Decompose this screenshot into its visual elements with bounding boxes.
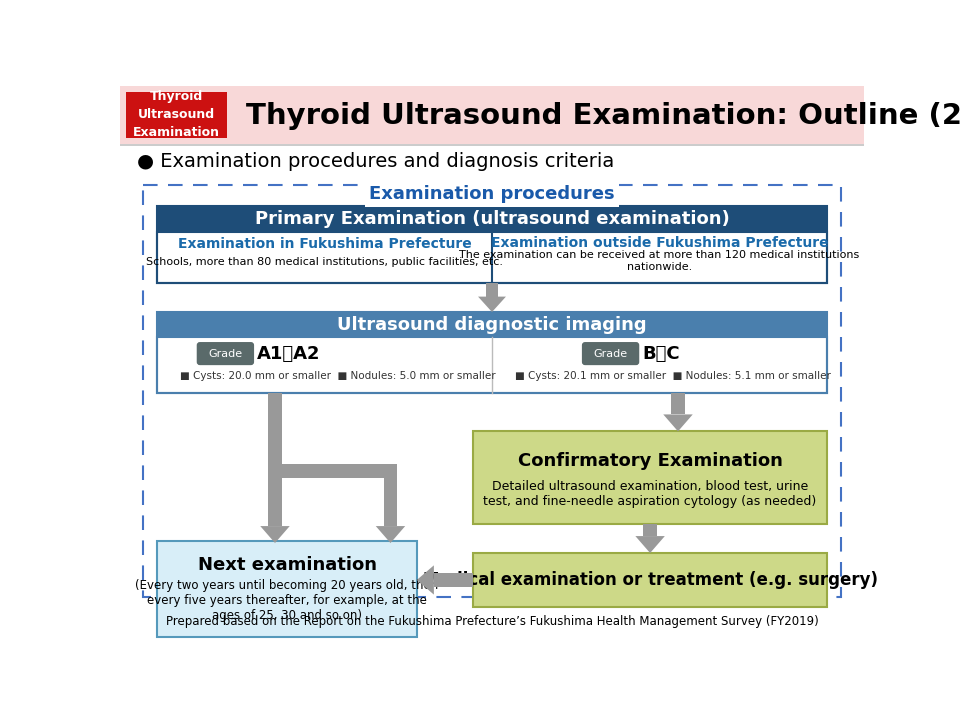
Bar: [157, 338, 827, 393]
Text: A1、A2: A1、A2: [257, 346, 321, 364]
Polygon shape: [260, 526, 290, 543]
Bar: [383, 477, 397, 526]
Bar: [120, 86, 864, 144]
Bar: [157, 232, 827, 283]
Text: Thyroid
Ultrasound
Examination: Thyroid Ultrasound Examination: [133, 91, 220, 140]
Polygon shape: [663, 415, 693, 431]
Text: Prepared based on the Report on the Fukushima Prefecture’s Fukushima Health Mana: Prepared based on the Report on the Fuku…: [166, 615, 818, 628]
Bar: [157, 541, 417, 637]
Text: Examination outside Fukushima Prefecture: Examination outside Fukushima Prefecture: [491, 235, 828, 250]
Bar: [434, 573, 473, 587]
Text: ● Examination procedures and diagnosis criteria: ● Examination procedures and diagnosis c…: [137, 153, 614, 171]
Polygon shape: [417, 565, 434, 595]
Text: Thyroid Ultrasound Examination: Outline (2/3): Thyroid Ultrasound Examination: Outline …: [246, 102, 960, 130]
Text: Ultrasound diagnostic imaging: Ultrasound diagnostic imaging: [337, 316, 647, 334]
Text: Examination in Fukushima Prefecture: Examination in Fukushima Prefecture: [178, 238, 471, 251]
Bar: [486, 283, 498, 297]
Bar: [157, 206, 827, 232]
Bar: [473, 431, 827, 523]
Text: ■ Cysts: 20.0 mm or smaller  ■ Nodules: 5.0 mm or smaller: ■ Cysts: 20.0 mm or smaller ■ Nodules: 5…: [180, 371, 496, 381]
Bar: [275, 464, 396, 477]
Bar: [120, 144, 864, 145]
Text: Schools, more than 80 medical institutions, public facilities, etc.: Schools, more than 80 medical institutio…: [146, 257, 503, 267]
Text: Examination procedures: Examination procedures: [370, 185, 614, 203]
Text: Grade: Grade: [593, 348, 628, 359]
Text: ■ Cysts: 20.1 mm or smaller  ■ Nodules: 5.1 mm or smaller: ■ Cysts: 20.1 mm or smaller ■ Nodules: 5…: [516, 371, 831, 381]
Bar: [126, 91, 227, 138]
Text: Primary Examination (ultrasound examination): Primary Examination (ultrasound examinat…: [254, 210, 730, 228]
Text: B、C: B、C: [642, 346, 680, 364]
Text: Grade: Grade: [208, 348, 243, 359]
Text: Next examination: Next examination: [198, 557, 376, 575]
Polygon shape: [375, 526, 405, 543]
Text: Confirmatory Examination: Confirmatory Examination: [517, 451, 782, 469]
Text: Detailed ultrasound examination, blood test, urine
test, and fine-needle aspirat: Detailed ultrasound examination, blood t…: [484, 480, 817, 508]
Polygon shape: [636, 536, 665, 553]
Text: The examination can be received at more than 120 medical institutions
nationwide: The examination can be received at more …: [459, 251, 859, 272]
Bar: [143, 185, 841, 597]
Bar: [157, 206, 827, 283]
Bar: [157, 312, 827, 393]
Text: (Every two years until becoming 20 years old, then
every five years thereafter, : (Every two years until becoming 20 years…: [135, 580, 439, 622]
FancyBboxPatch shape: [582, 342, 639, 365]
Text: Medical examination or treatment (e.g. surgery): Medical examination or treatment (e.g. s…: [422, 571, 877, 589]
FancyBboxPatch shape: [197, 342, 254, 365]
Bar: [157, 312, 827, 338]
Bar: [643, 523, 657, 536]
Bar: [671, 393, 685, 415]
Polygon shape: [478, 297, 506, 312]
Bar: [473, 553, 827, 607]
Bar: [268, 393, 282, 526]
